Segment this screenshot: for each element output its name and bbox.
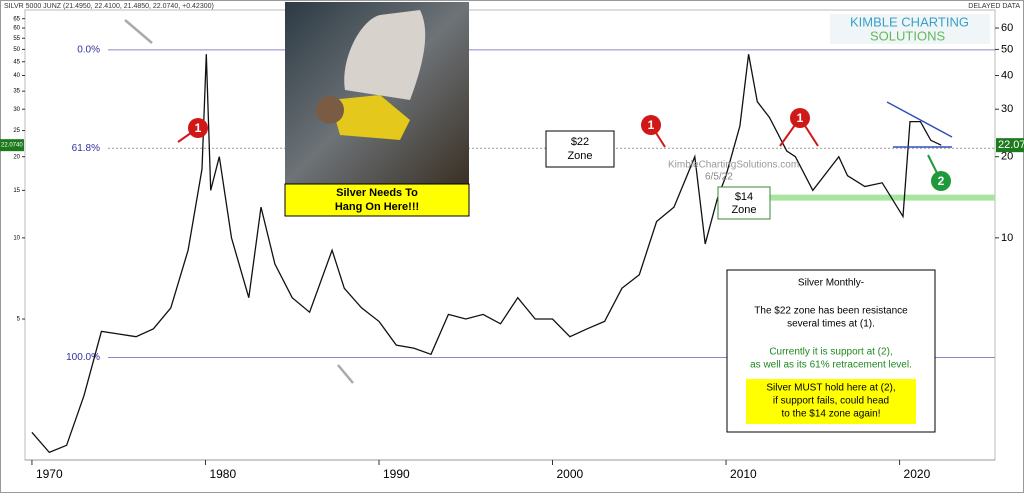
y-tick-label: 20 [1001, 151, 1013, 163]
price-line [31, 54, 942, 454]
y2-tick-label: 65 [13, 16, 20, 22]
y2-tick-label: 5 [17, 317, 21, 323]
y2-tick-label: 30 [13, 107, 20, 113]
watermark: KimbleChartingSolutions.com [668, 160, 799, 171]
logo: SOLUTIONS [870, 28, 945, 43]
photo-hand [344, 10, 426, 100]
last-price-label: 22.0740 [1, 143, 23, 149]
y2-tick-label: 55 [13, 36, 20, 42]
last-price-box [0, 139, 24, 152]
y-tick-label: 60 [1001, 22, 1013, 34]
note-text: if support fails, could head [773, 396, 889, 407]
y2-tick-label: 50 [13, 47, 20, 53]
x-tick-label: 2010 [730, 467, 757, 481]
zone-label: $22 [571, 136, 589, 148]
y-tick-label: 30 [1001, 103, 1013, 115]
marker [641, 115, 661, 135]
fib-label: 100.0% [66, 352, 100, 363]
fib-label: 61.8% [72, 143, 100, 154]
note-text: as well as its 61% retracement level. [750, 360, 912, 371]
photo-climber [330, 95, 410, 140]
photo-caption: Hang On Here!!! [335, 201, 419, 213]
y2-tick-label: 45 [13, 59, 20, 65]
photo-caption: Silver Needs To [336, 187, 418, 199]
logo-box [830, 14, 990, 44]
last-price-box [996, 138, 1024, 153]
note-text: Silver MUST hold here at (2), [766, 383, 895, 394]
marker [790, 108, 810, 128]
x-tick-label: 1980 [209, 467, 236, 481]
y-tick-label: 10 [1001, 232, 1013, 244]
note-text: Currently it is support at (2), [769, 347, 892, 358]
note-text: The $22 zone has been resistance [754, 306, 908, 317]
note-text: to the $14 zone again! [782, 409, 881, 420]
y-tick-label: 40 [1001, 69, 1013, 81]
marker-label: 1 [195, 121, 202, 135]
marker [931, 171, 951, 191]
zone-label: $14 [735, 191, 753, 203]
marker-label: 2 [938, 174, 945, 188]
zone-label: Zone [567, 150, 592, 162]
x-tick-label: 1990 [383, 467, 410, 481]
marker-label: 1 [648, 118, 655, 132]
y2-tick-label: 60 [13, 26, 20, 32]
y2-tick-label: 20 [13, 154, 20, 160]
y2-tick-label: 40 [13, 73, 20, 79]
logo: KIMBLE CHARTING [850, 14, 969, 29]
zone-label: Zone [731, 204, 756, 216]
x-tick-label: 2000 [557, 467, 584, 481]
y-tick-label: 50 [1001, 43, 1013, 55]
y2-tick-label: 35 [13, 89, 20, 95]
marker [188, 118, 208, 138]
note-highlight [746, 379, 916, 424]
header: SILVR 5000 JUNZ (21.4950, 22.4100, 21.48… [4, 3, 214, 10]
x-tick-label: 1970 [36, 467, 63, 481]
y2-tick-label: 10 [13, 235, 20, 241]
fib-label: 0.0% [77, 45, 100, 56]
photo-head [316, 96, 344, 124]
arrow [124, 19, 153, 44]
support-zone [770, 194, 995, 201]
y2-tick-label: 15 [13, 188, 20, 194]
marker-label: 1 [797, 111, 804, 125]
zone-box [717, 186, 771, 220]
note-text: several times at (1). [787, 319, 875, 330]
y2-tick-label: 25 [13, 128, 20, 134]
photo-caption-box [284, 183, 470, 217]
zone-box [545, 130, 615, 168]
date: 6/5/22 [705, 172, 733, 183]
arrow [337, 364, 354, 384]
note-title: Silver Monthly- [798, 278, 864, 289]
x-tick-label: 2020 [904, 467, 931, 481]
delayed-label: DELAYED DATA [968, 3, 1020, 10]
trend-line [886, 101, 953, 138]
last-price-label: 22.07 [998, 139, 1024, 151]
